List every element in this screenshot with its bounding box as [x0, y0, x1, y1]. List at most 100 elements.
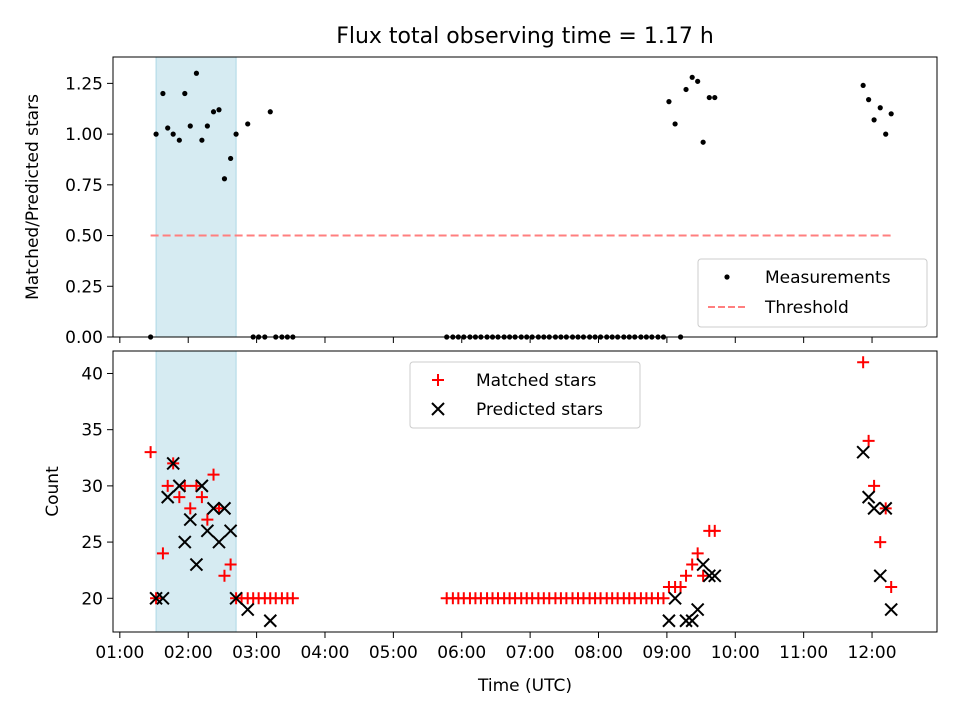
y-tick-label: 25 — [81, 533, 103, 553]
matched-star-marker — [178, 479, 191, 492]
predicted-star-marker — [217, 501, 232, 516]
matched-star-marker — [161, 479, 174, 492]
measurement-point — [871, 117, 877, 123]
matched-star-marker — [195, 491, 208, 504]
measurement-point — [228, 155, 234, 162]
matched-star-marker — [708, 524, 721, 537]
count-panel: 20 25 30 35 40 01:00 02:00 03:00 04:00 05:00 06:0… — [43, 350, 938, 696]
x-tick-label: 10:00 — [711, 643, 760, 663]
matched-star-marker — [286, 592, 299, 605]
measurement-point — [683, 86, 689, 93]
measurement-point — [204, 123, 210, 129]
measurement-point — [860, 82, 866, 89]
legend-predicted-label: Predicted stars — [476, 400, 603, 420]
ratio-legend: Measurements Threshold — [697, 258, 928, 328]
predicted-star-marker — [195, 479, 209, 493]
y-tick-label: 1.25 — [65, 74, 103, 94]
x-axis-label: Time (UTC) — [477, 676, 572, 696]
predicted-star-marker — [861, 490, 876, 504]
matched-star-marker — [674, 581, 687, 594]
predicted-star-marker — [702, 569, 716, 583]
measurement-point — [199, 137, 205, 143]
measurement-point — [695, 78, 701, 84]
measurement-point — [176, 137, 182, 143]
x-tick-label: 03:00 — [232, 643, 281, 663]
measurement-point — [182, 90, 188, 97]
y-tick-label: 0.00 — [65, 328, 103, 348]
x-tick-label: 07:00 — [506, 643, 555, 663]
legend-plus-glyph — [432, 374, 444, 386]
matched-star-marker — [868, 479, 881, 492]
predicted-star-marker — [856, 445, 870, 459]
predicted-star-marker — [229, 591, 243, 605]
legend-matched-marker — [432, 374, 444, 386]
predicted-star-marker — [263, 614, 277, 628]
predicted-star-marker — [873, 569, 887, 583]
matched-star-marker — [862, 434, 875, 447]
y-tick-label: 35 — [81, 421, 103, 441]
predicted-star-marker — [696, 557, 710, 572]
y-tick-label: 0.75 — [65, 176, 103, 196]
count-y-ticks: 20 25 30 35 40 — [81, 364, 113, 609]
x-tick-label: 11:00 — [779, 643, 828, 663]
y-tick-label: 1.00 — [65, 125, 103, 145]
measurement-point — [233, 131, 239, 137]
measurement-point — [666, 99, 672, 105]
y-tick-label: 40 — [81, 364, 103, 384]
predicted-star-marker — [189, 557, 204, 572]
measurement-point — [672, 121, 678, 127]
matched-star-marker — [173, 491, 186, 504]
measurement-point — [170, 131, 176, 137]
matched-star-marker — [680, 569, 693, 582]
matched-star-marker — [224, 558, 237, 571]
count-x-ticks: 01:00 02:00 03:00 04:00 05:00 06:00 07:00 08:00… — [95, 632, 897, 663]
measurement-point — [877, 105, 883, 111]
measurement-point — [267, 109, 273, 115]
x-tick-label: 09:00 — [642, 643, 691, 663]
predicted-star-marker — [200, 524, 215, 538]
predicted-star-marker — [668, 591, 682, 605]
measurement-point — [193, 70, 200, 76]
count-legend: Matched stars Predicted stars — [409, 361, 641, 429]
legend-measurements-label: Measurements — [765, 268, 891, 288]
matched-star-marker — [657, 592, 670, 605]
legend-matched-label: Matched stars — [476, 371, 596, 391]
measurement-point — [221, 176, 228, 182]
y-tick-label: 0.25 — [65, 277, 103, 297]
y-tick-label: 20 — [81, 589, 103, 609]
matched-star-markers — [144, 356, 898, 605]
ratio-x-ticks — [119, 337, 873, 343]
observing-window-band — [155, 56, 237, 338]
measurement-point — [883, 131, 889, 137]
matched-star-marker — [686, 558, 699, 571]
legend-measurements-marker — [724, 274, 730, 280]
legend-threshold-label: Threshold — [764, 298, 849, 318]
x-tick-label: 02:00 — [164, 643, 213, 663]
x-tick-label: 05:00 — [369, 643, 418, 663]
figure-title: Flux total observing time = 1.17 h — [336, 24, 714, 49]
observing-window-shade — [155, 56, 237, 338]
count-y-axis-label: Count — [43, 466, 63, 517]
matched-star-marker — [874, 536, 887, 549]
matched-star-marker — [201, 513, 214, 526]
matched-star-marker — [691, 547, 704, 560]
predicted-star-marker — [690, 602, 705, 617]
x-tick-label: 04:00 — [300, 643, 349, 663]
y-tick-label: 30 — [81, 477, 103, 497]
matched-star-marker — [212, 502, 225, 515]
count-panel-frame — [112, 350, 938, 633]
predicted-star-marker — [166, 456, 180, 471]
ratio-legend-box — [697, 258, 928, 328]
measurement-point — [210, 109, 217, 115]
matched-star-marker — [218, 569, 231, 582]
matched-star-marker — [184, 502, 197, 515]
measurement-point — [700, 139, 706, 145]
measurement-point — [689, 74, 695, 80]
measurement-point — [712, 94, 718, 101]
predicted-star-marker — [172, 479, 187, 493]
x-tick-label: 01:00 — [95, 643, 144, 663]
measurement-point — [160, 90, 166, 97]
predicted-star-marker — [212, 535, 226, 549]
matched-star-marker — [697, 569, 710, 582]
